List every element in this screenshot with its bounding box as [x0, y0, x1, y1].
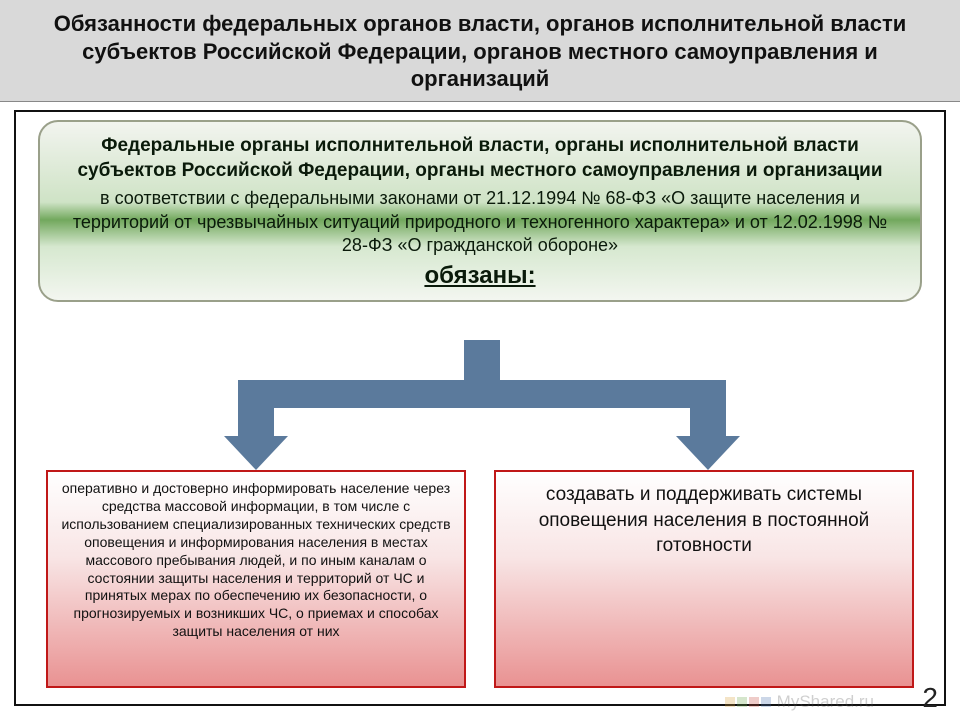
page-title: Обязанности федеральных органов власти, … [0, 0, 960, 102]
watermark: MyShared.ru [725, 692, 874, 712]
intro-obliged: обязаны: [58, 262, 902, 290]
watermark-text: MyShared.ru [777, 692, 874, 712]
logo-sq-3 [749, 697, 759, 707]
branch-arrows [16, 340, 948, 470]
obligation-right-box: создавать и поддерживать системы оповеще… [494, 470, 914, 688]
logo-sq-4 [761, 697, 771, 707]
intro-bold: Федеральные органы исполнительной власти… [58, 134, 902, 183]
obligation-left-box: оперативно и достоверно информировать на… [46, 470, 466, 688]
intro-plain: в соответствии с федеральными законами о… [58, 187, 902, 257]
logo-sq-2 [737, 697, 747, 707]
page-number: 2 [922, 682, 938, 714]
intro-box: Федеральные органы исполнительной власти… [38, 120, 922, 302]
logo-sq-1 [725, 697, 735, 707]
slide: Обязанности федеральных органов власти, … [0, 0, 960, 720]
obligation-left-text: оперативно и достоверно информировать на… [61, 480, 450, 639]
content-frame: Федеральные органы исполнительной власти… [14, 110, 946, 706]
watermark-logo [725, 697, 771, 707]
obligation-right-text: создавать и поддерживать системы оповеще… [539, 484, 870, 556]
